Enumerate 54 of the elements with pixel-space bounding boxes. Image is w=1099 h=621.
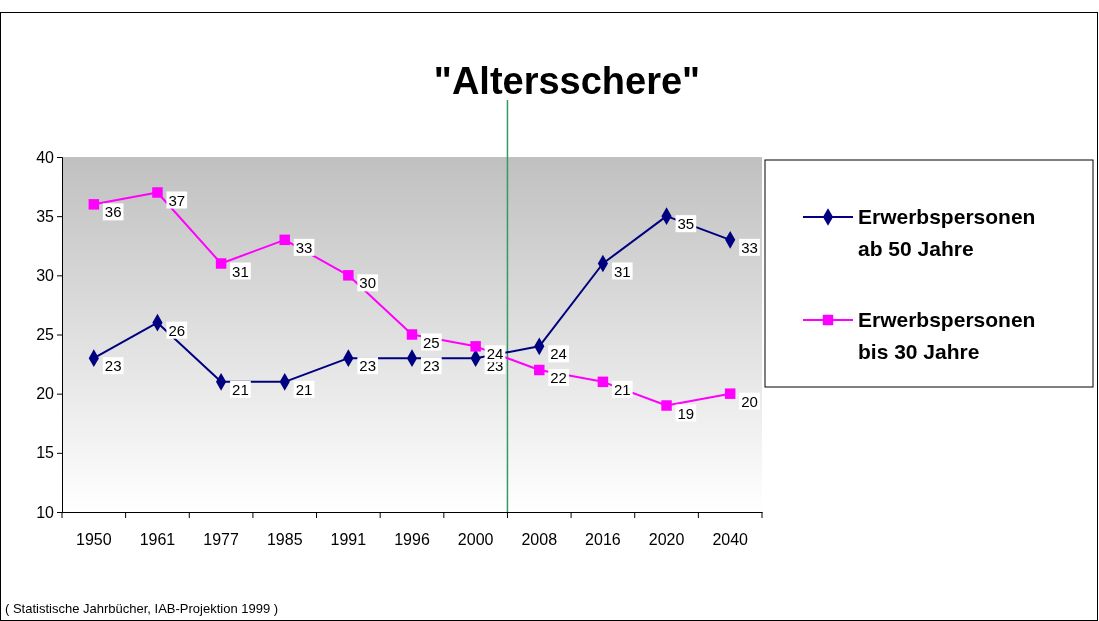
text: ( Statistische Jahrbücher, IAB-Projektion 1999 )	[5, 601, 279, 616]
data-label: 23	[423, 357, 440, 375]
data-label: 33	[295, 238, 313, 256]
data-label: 21	[613, 380, 631, 398]
x-tick-label: 2000	[457, 531, 494, 549]
x-tick-label: 1977	[203, 531, 239, 549]
x-tick-label: 2020	[648, 531, 685, 549]
x-tick-label: 1985	[266, 531, 303, 549]
y-tick-label: 20	[36, 385, 55, 403]
data-label: 30	[359, 274, 377, 292]
point	[215, 258, 227, 269]
data-label: 19	[677, 404, 695, 422]
point	[470, 341, 481, 352]
x-tick-label: 1950	[76, 531, 112, 549]
data-label: 25	[423, 333, 440, 351]
data-label: 31	[613, 262, 631, 280]
x-tick-label: 1996	[394, 531, 430, 549]
data-label: 36	[104, 203, 122, 221]
y-tick-label: 40	[36, 148, 55, 166]
point	[534, 364, 545, 376]
x-tick-label: 2008	[521, 531, 558, 549]
data-label: 20	[741, 392, 758, 410]
data-label: 21	[232, 380, 249, 398]
data-label: 23	[359, 357, 377, 375]
data-label: 37	[168, 191, 186, 209]
point	[152, 187, 163, 198]
x-tick-label: 2016	[585, 531, 621, 549]
data-label: 35	[677, 215, 695, 233]
x-tick-label: 1961	[139, 531, 176, 549]
data-label: 31	[232, 262, 249, 280]
point	[88, 199, 100, 210]
data-label: 24	[550, 345, 567, 363]
data-label: 26	[168, 321, 186, 339]
data-label: 23	[104, 357, 122, 375]
data-label: 24	[486, 345, 504, 363]
y-tick-label: 10	[36, 503, 55, 521]
data-label: 33	[741, 238, 758, 256]
y-tick-label: 35	[36, 207, 55, 225]
y-tick-label: 30	[36, 266, 55, 284]
x-tick-label: 2040	[712, 531, 749, 549]
point	[597, 376, 609, 388]
y-tick-label: 15	[36, 444, 55, 462]
point	[724, 388, 736, 399]
y-tick-label: 25	[36, 326, 55, 344]
chart-title: "Altersschere"	[433, 60, 701, 102]
legend-label: Erwerbspersonen bis 30 Jahre	[858, 308, 1036, 363]
legend-label: Erwerbspersonen ab 50 Jahre	[858, 205, 1036, 260]
data-label: 21	[295, 380, 313, 398]
data-label: 22	[550, 369, 567, 386]
x-tick-label: 1991	[330, 531, 367, 549]
point	[343, 270, 354, 281]
point	[279, 234, 290, 246]
point	[661, 400, 672, 411]
point	[406, 329, 418, 340]
